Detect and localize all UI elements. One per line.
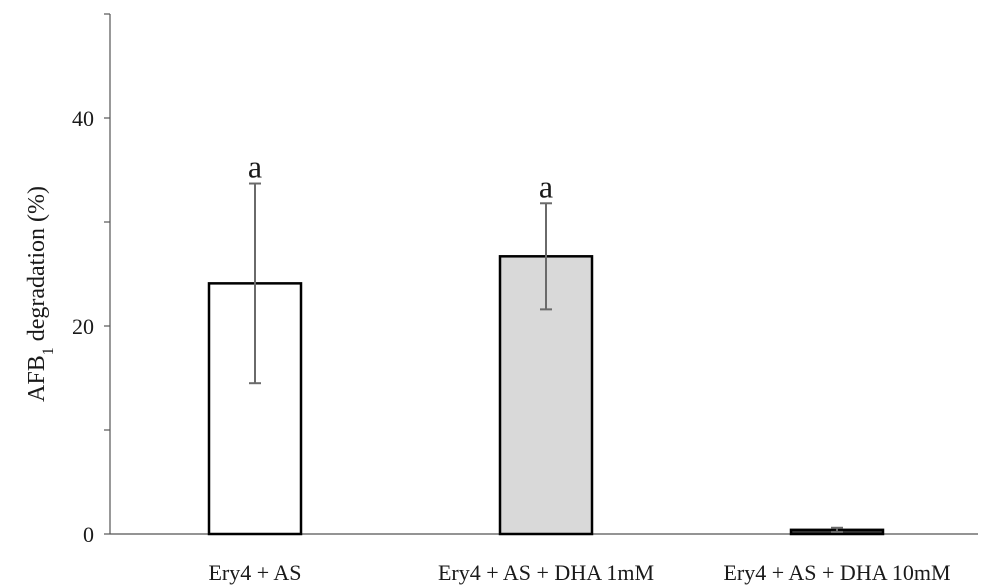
y-tick-label: 0 [83, 522, 94, 547]
y-axis-label: AFB1 degradation (%) [24, 186, 57, 402]
y-tick-label: 40 [72, 106, 94, 131]
y-tick-label: 20 [72, 314, 94, 339]
category-label: Ery4 + AS [208, 560, 301, 585]
y-axis-label-rest: degradation (%) [24, 186, 50, 347]
category-labels: Ery4 + AS Ery4 + AS + DHA 1mM Ery4 + AS + … [208, 560, 950, 585]
category-label: Ery4 + AS + DHA 1mM [438, 560, 654, 585]
y-axis-label-main: AFB [24, 355, 50, 402]
bars: aa [207, 149, 885, 536]
significance-letter: a [248, 149, 262, 185]
category-label: Ery4 + AS + DHA 10mM [723, 560, 950, 585]
y-ticks: 0 20 40 [72, 13, 110, 547]
y-axis-label-subscript: 1 [40, 347, 57, 355]
significance-letter: a [539, 168, 553, 204]
